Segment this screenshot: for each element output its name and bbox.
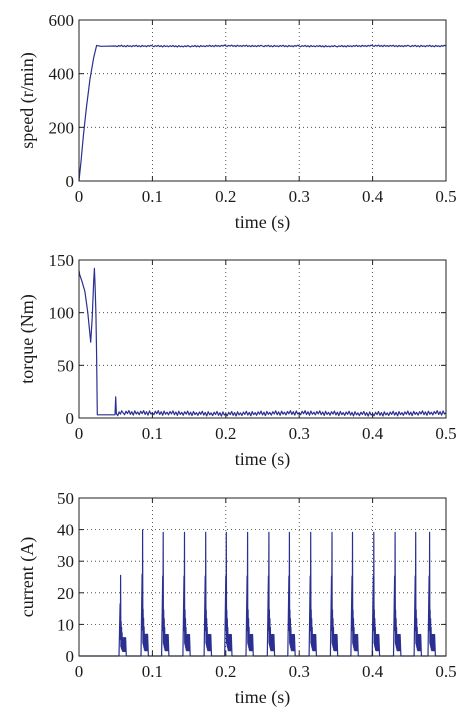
current-xtick-label: 0 (75, 662, 84, 681)
current-ytick-label: 40 (57, 521, 74, 540)
speed-plot-frame (78, 19, 447, 182)
current-xtick-label: 0.3 (289, 662, 310, 681)
current-xtick-label: 0.1 (142, 662, 163, 681)
torque-xtick-label: 0.1 (142, 424, 163, 443)
speed-chart: 0 0.1 0.2 0.3 0.4 0.5 0 200 400 600 time (s) speed … (17, 11, 457, 233)
current-ytick-label: 30 (57, 552, 74, 571)
current-xtick-label: 0.2 (215, 662, 236, 681)
speed-xtick-label: 0.2 (215, 187, 236, 206)
speed-series-line (78, 44, 447, 182)
current-xlabel: time (s) (235, 687, 291, 708)
speed-xtick-label: 0.5 (435, 187, 456, 206)
torque-chart: 0 0.1 0.2 0.3 0.4 0.5 0 50 100 150 time (s) torque … (17, 251, 457, 470)
torque-xtick-label: 0.3 (289, 424, 310, 443)
current-ytick-label: 20 (57, 584, 74, 603)
speed-ytick-label: 600 (49, 11, 75, 30)
torque-ylabel: torque (Nm) (17, 294, 38, 383)
torque-xlabel: time (s) (235, 449, 291, 470)
torque-series-line (78, 267, 447, 417)
current-plot-frame (78, 497, 447, 657)
torque-ytick-label: 150 (49, 251, 75, 270)
torque-plot-frame (78, 259, 447, 419)
current-ytick-label: 50 (57, 489, 74, 508)
speed-ytick-label: 400 (49, 65, 75, 84)
torque-ytick-label: 100 (49, 304, 75, 323)
current-series-line (79, 529, 446, 657)
speed-ytick-label: 0 (66, 172, 75, 191)
current-ytick-label: 10 (57, 615, 74, 634)
current-chart: 0 0.1 0.2 0.3 0.4 0.5 0 10 20 30 40 50 time (s) curre… (17, 489, 457, 708)
speed-xtick-label: 0.4 (362, 187, 384, 206)
current-xtick-label: 0.4 (362, 662, 384, 681)
current-ylabel: current (A) (17, 537, 38, 617)
speed-xtick-label: 0.1 (142, 187, 163, 206)
speed-xlabel: time (s) (235, 212, 291, 233)
speed-ytick-label: 200 (49, 118, 75, 137)
torque-xtick-label: 0 (75, 424, 84, 443)
torque-xtick-label: 0.4 (362, 424, 384, 443)
torque-xtick-label: 0.2 (215, 424, 236, 443)
torque-ytick-label: 50 (57, 356, 74, 375)
speed-ylabel: speed (r/min) (17, 52, 38, 148)
current-xtick-label: 0.5 (435, 662, 456, 681)
speed-xtick-label: 0 (75, 187, 84, 206)
torque-ytick-label: 0 (66, 409, 75, 428)
torque-xtick-label: 0.5 (435, 424, 456, 443)
speed-xtick-label: 0.3 (289, 187, 310, 206)
current-ytick-label: 0 (66, 647, 75, 666)
